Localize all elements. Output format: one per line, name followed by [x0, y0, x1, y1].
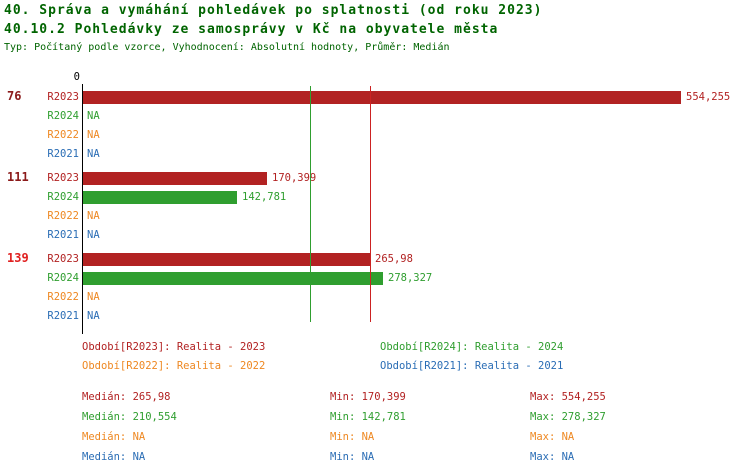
legend-item: Období[R2024]: Realita - 2024 — [380, 341, 564, 353]
na-label: NA — [87, 148, 100, 160]
period-label: R2021 — [47, 310, 79, 322]
stat-max: Max: NA — [530, 431, 575, 443]
na-label: NA — [87, 110, 100, 122]
stat-max: Max: 554,255 — [530, 391, 606, 403]
value-label: 170,399 — [272, 172, 317, 184]
group-rank-label: 111 — [7, 170, 29, 184]
period-label: R2024 — [47, 272, 79, 284]
stat-min: Min: NA — [330, 431, 375, 443]
axis-zero-label: 0 — [73, 71, 80, 83]
stat-min: Min: 142,781 — [330, 411, 406, 423]
na-label: NA — [87, 129, 100, 141]
stat-min: Min: NA — [330, 451, 375, 463]
period-label: R2022 — [47, 129, 79, 141]
value-bar — [83, 253, 370, 266]
value-label: 554,255 — [686, 91, 731, 103]
period-label: R2023 — [47, 172, 79, 184]
value-bar — [83, 191, 237, 204]
period-label: R2023 — [47, 253, 79, 265]
stat-median: Medián: NA — [82, 451, 146, 463]
legend-item: Období[R2021]: Realita - 2021 — [380, 360, 564, 372]
period-label: R2021 — [47, 148, 79, 160]
period-label: R2021 — [47, 229, 79, 241]
stat-median: Medián: NA — [82, 431, 146, 443]
stat-max: Max: 278,327 — [530, 411, 606, 423]
period-label: R2023 — [47, 91, 79, 103]
report-meta-line: Typ: Počítaný podle vzorce, Vyhodnocení:… — [4, 42, 450, 53]
stat-min: Min: 170,399 — [330, 391, 406, 403]
legend-item: Období[R2023]: Realita - 2023 — [82, 341, 266, 353]
report-title-line1: 40. Správa a vymáhání pohledávek po spla… — [4, 3, 543, 18]
na-label: NA — [87, 210, 100, 222]
stat-median: Medián: 210,554 — [82, 411, 177, 423]
group-rank-label: 139 — [7, 251, 29, 265]
value-label: 265,98 — [375, 253, 413, 265]
report-title-line2: 40.10.2 Pohledávky ze samosprávy v Kč na… — [4, 22, 499, 37]
period-label: R2024 — [47, 110, 79, 122]
value-label: 278,327 — [388, 272, 433, 284]
period-label: R2024 — [47, 191, 79, 203]
group-rank-label: 76 — [7, 89, 22, 103]
median-reference-line-r2024 — [310, 86, 311, 322]
na-label: NA — [87, 291, 100, 303]
period-label: R2022 — [47, 210, 79, 222]
y-axis-line — [82, 84, 83, 334]
na-label: NA — [87, 310, 100, 322]
legend-item: Období[R2022]: Realita - 2022 — [82, 360, 266, 372]
value-bar — [83, 272, 383, 285]
value-label: 142,781 — [242, 191, 287, 203]
stat-median: Medián: 265,98 — [82, 391, 171, 403]
period-label: R2022 — [47, 291, 79, 303]
stat-max: Max: NA — [530, 451, 575, 463]
value-bar — [83, 172, 267, 185]
value-bar — [83, 91, 681, 104]
median-reference-line-r2023 — [370, 86, 371, 322]
na-label: NA — [87, 229, 100, 241]
